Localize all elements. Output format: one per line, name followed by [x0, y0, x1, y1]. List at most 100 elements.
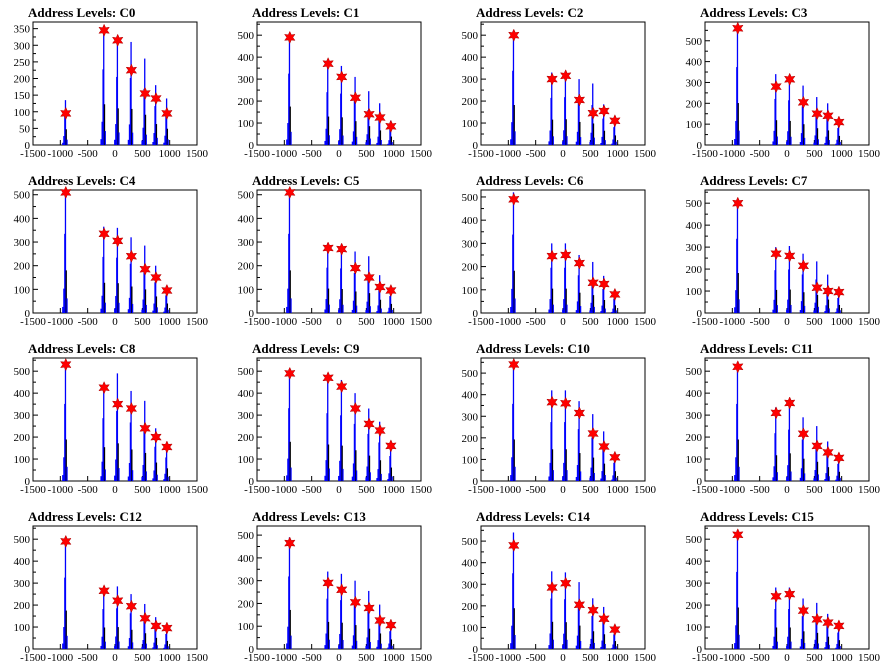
y-tick-label: 400 [238, 553, 255, 565]
level-marker [374, 613, 386, 628]
x-tick-label: 0 [784, 484, 790, 496]
chart-panel: 0 100 200 300 400 500 -1500 -1000 -500 0 500 1000 15… [448, 0, 672, 168]
y-tick-label: 500 [14, 366, 31, 378]
x-tick-label: -1500 [692, 316, 718, 328]
x-tick-label: 1000 [831, 148, 854, 160]
x-tick-label: -500 [78, 148, 99, 160]
level-marker [770, 79, 782, 94]
y-tick-label: 400 [14, 556, 31, 568]
plot-frame [480, 357, 646, 482]
level-marker [125, 599, 138, 613]
chart-plot: 0 100 200 300 400 500 -1500 -1000 -500 0 500 1000 15… [14, 357, 209, 496]
level-marker [546, 580, 558, 595]
level-marker [161, 106, 173, 121]
level-marker [284, 366, 296, 381]
y-tick-label: 500 [686, 198, 703, 210]
chart-panel: 0 100 200 300 400 500 -1500 -1000 -500 0 500 1000 15… [224, 0, 448, 168]
x-tick-label: 1500 [634, 652, 657, 664]
x-tick-label: 500 [134, 484, 151, 496]
chart-title: Address Levels: C8 [28, 341, 136, 356]
x-tick-label: 1500 [858, 316, 881, 328]
chart-plot: 0 100 200 300 400 500 -1500 -1000 -500 0 500 1000 15… [462, 525, 657, 664]
chart-plot: 0 100 200 300 400 500 -1500 -1000 -500 0 500 1000 15… [238, 21, 433, 160]
y-tick-label: 0 [249, 644, 255, 656]
level-marker [125, 63, 138, 77]
y-tick-label: 500 [14, 190, 31, 202]
level-marker [284, 536, 296, 550]
x-tick-label: 1000 [159, 484, 182, 496]
level-marker [822, 109, 834, 123]
level-marker [60, 357, 72, 372]
y-tick-label: 400 [238, 52, 255, 64]
y-tick-label: 500 [462, 536, 479, 548]
x-tick-label: -500 [750, 148, 771, 160]
x-tick-label: -1500 [20, 484, 46, 496]
level-marker [732, 360, 744, 374]
x-tick-label: 1000 [383, 484, 406, 496]
level-marker [111, 234, 124, 248]
level-marker [770, 247, 782, 261]
x-tick-label: -1000 [495, 148, 521, 160]
y-tick-label: 100 [14, 107, 31, 119]
level-marker [783, 587, 796, 601]
x-tick-label: 1500 [410, 148, 433, 160]
y-tick-label: 100 [686, 454, 703, 466]
x-tick-label: -1000 [271, 148, 297, 160]
y-tick-label: 200 [238, 432, 255, 444]
x-tick-label: 500 [806, 484, 823, 496]
x-tick-label: -500 [78, 652, 99, 664]
chart-plot: 0 100 200 300 400 500 -1500 -1000 -500 0 500 1000 15… [238, 357, 433, 496]
level-marker [363, 107, 375, 121]
level-marker [770, 589, 782, 603]
y-tick-label: 200 [238, 96, 255, 108]
level-marker [822, 284, 834, 298]
level-marker [573, 406, 586, 420]
level-marker [374, 423, 386, 438]
chart-panel: 0 100 200 300 400 500 -1500 -1000 -500 0 500 1000 15… [224, 168, 448, 336]
x-tick-label: 0 [784, 316, 790, 328]
x-tick-label: 0 [560, 148, 566, 160]
x-tick-label: 500 [358, 484, 375, 496]
level-marker [559, 396, 572, 410]
x-tick-label: 0 [112, 484, 118, 496]
x-tick-label: -500 [302, 316, 323, 328]
level-marker [598, 612, 610, 626]
level-marker [797, 603, 810, 618]
y-tick-label: 300 [462, 238, 479, 250]
y-tick-label: 400 [462, 215, 479, 227]
chart-panel: 0 100 200 300 400 500 -1500 -1000 -500 0 500 1000 15… [224, 504, 448, 672]
x-tick-label: 500 [582, 148, 599, 160]
y-tick-label: 0 [249, 476, 255, 488]
x-tick-label: 1500 [858, 652, 881, 664]
chart-panel: 0 100 200 300 400 500 -1500 -1000 -500 0 500 1000 15… [672, 336, 896, 504]
y-tick-label: 100 [238, 118, 255, 130]
y-tick-label: 0 [473, 308, 479, 320]
x-tick-label: 0 [336, 652, 342, 664]
level-marker [111, 397, 124, 411]
x-tick-label: 0 [112, 652, 118, 664]
chart-title: Address Levels: C14 [476, 509, 590, 524]
level-marker [811, 107, 823, 121]
x-tick-label: 1000 [383, 652, 406, 664]
chart-plot: 0 100 200 300 400 500 -1500 -1000 -500 0 500 1000 15… [462, 357, 657, 496]
level-marker [139, 611, 151, 625]
level-marker [783, 249, 796, 263]
y-tick-label: 200 [14, 74, 31, 86]
level-marker [335, 583, 348, 597]
level-marker [811, 439, 823, 453]
y-tick-label: 200 [238, 261, 255, 273]
y-tick-label: 400 [462, 390, 479, 402]
chart-title: Address Levels: C9 [252, 341, 360, 356]
x-tick-label: 1000 [607, 652, 630, 664]
y-tick-label: 300 [238, 74, 255, 86]
chart-plot: 0 100 200 300 400 500 -1500 -1000 -500 0 500 1000 15… [686, 189, 881, 328]
chart-title: Address Levels: C0 [28, 5, 136, 20]
level-marker [349, 261, 362, 275]
level-marker [349, 595, 362, 609]
y-tick-label: 500 [238, 190, 255, 202]
y-tick-label: 0 [25, 644, 31, 656]
x-tick-label: -1500 [468, 652, 494, 664]
x-tick-label: -1000 [271, 652, 297, 664]
level-marker [822, 445, 834, 460]
